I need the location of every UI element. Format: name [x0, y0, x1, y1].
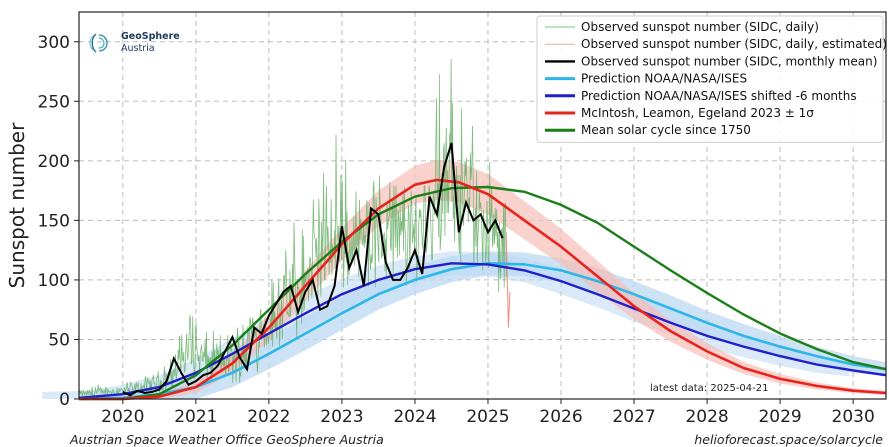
legend-label: Prediction NOAA/NASA/ISES	[581, 72, 747, 86]
mcintosh-line	[79, 178, 887, 401]
logo-subtitle: Austria	[121, 43, 155, 54]
logo-swirl-icon	[89, 33, 108, 53]
legend-label: Observed sunspot number (SIDC, monthly m…	[581, 54, 877, 68]
plot-frame	[78, 11, 887, 400]
legend-box	[536, 15, 884, 143]
logo-title: GeoSphere	[121, 31, 180, 42]
x-tick-label: 2029	[758, 407, 801, 427]
y-axis-title: Sunspot number	[5, 122, 29, 288]
y-tick-label: 50	[48, 330, 70, 350]
footer-left: Austrian Space Weather Office GeoSphere …	[69, 432, 384, 447]
monthly-mean-line	[122, 142, 504, 397]
x-tick-label: 2024	[393, 407, 436, 427]
y-tick-label: 300	[38, 33, 70, 53]
footer-right: helioforecast.space/solarcycle	[694, 432, 883, 447]
x-tick-label: 2026	[539, 407, 582, 427]
x-tick-label: 2030	[832, 407, 875, 427]
x-tick-label: 2028	[685, 407, 728, 427]
y-tick-label: 100	[38, 271, 70, 291]
x-tick-label: 2022	[247, 407, 290, 427]
axis-ticks: 2020 2021 2022 2023 2024 2025 2026 2027 2028 2029…	[38, 33, 875, 427]
legend-label: Prediction NOAA/NASA/ISES shifted -6 mon…	[581, 89, 857, 103]
legend-label: McIntosh, Leamon, Egeland 2023 ± 1σ	[581, 106, 814, 120]
latest-data-annotation: latest data: 2025-04-21	[650, 383, 768, 394]
x-tick-label: 2020	[101, 407, 144, 427]
y-tick-label: 150	[38, 211, 70, 231]
mean-cycle-line	[79, 185, 887, 401]
y-tick-label: 200	[38, 152, 70, 172]
legend-label: Observed sunspot number (SIDC, daily, es…	[581, 37, 887, 51]
y-tick-label: 250	[38, 92, 70, 112]
x-tick-label: 2027	[612, 407, 655, 427]
geosphere-logo: GeoSphere Austria	[89, 31, 180, 54]
legend: Observed sunspot number (SIDC, daily) Obs…	[536, 15, 887, 143]
x-tick-label: 2021	[174, 407, 217, 427]
x-tick-label: 2023	[320, 407, 363, 427]
legend-label: Observed sunspot number (SIDC, daily)	[581, 20, 819, 34]
legend-label: Mean solar cycle since 1750	[581, 123, 751, 137]
x-tick-label: 2025	[466, 407, 509, 427]
series-lines	[78, 142, 887, 401]
y-tick-label: 0	[59, 390, 70, 410]
noaa-band	[79, 251, 886, 399]
